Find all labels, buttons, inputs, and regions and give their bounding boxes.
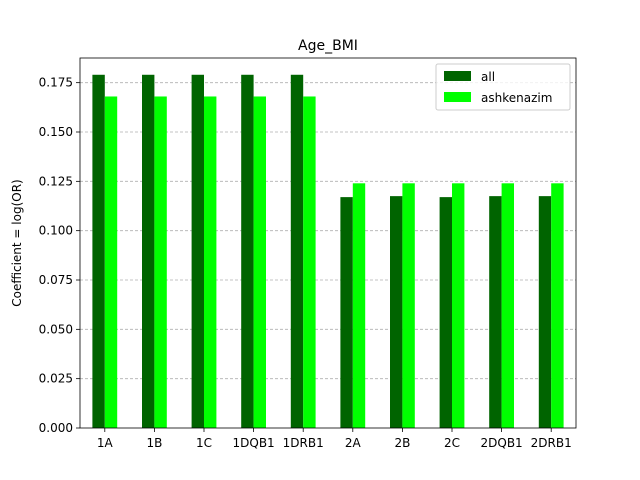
x-tick-label: 2DQB1 <box>481 436 523 450</box>
bar-all-1DRB1 <box>290 74 304 429</box>
axes-layer <box>79 57 577 429</box>
x-tick-label: 2DRB1 <box>531 436 572 450</box>
bar-ashkenazim-2DQB1 <box>501 183 514 428</box>
bar-all-2B <box>390 196 403 428</box>
ticks-layer: 0.000 0.025 0.050 0.075 0.100 0.125 0.150 0.175… <box>39 76 572 450</box>
bar-ashkenazim-2C <box>452 183 465 428</box>
y-tick-label: 0.075 <box>39 273 73 287</box>
legend-label-ashkenazim: ashkenazim <box>481 91 552 105</box>
y-tick-label: 0.100 <box>39 224 73 238</box>
y-tick-label: 0.150 <box>39 125 73 139</box>
bar-ashkenazim-2DRB1 <box>551 183 564 428</box>
y-tick-label: 0.125 <box>39 174 73 188</box>
y-tick-label: 0.000 <box>39 421 73 435</box>
bar-all-1A <box>92 74 105 429</box>
y-tick-label: 0.050 <box>39 322 73 336</box>
bar-all-1B <box>142 74 155 429</box>
bar-ashkenazim-1DQB1 <box>253 96 266 428</box>
bars-layer <box>92 74 564 429</box>
x-tick-label: 1DQB1 <box>233 436 275 450</box>
x-tick-label: 2B <box>394 436 410 450</box>
bar-ashkenazim-1C <box>204 96 217 428</box>
plot-frame <box>79 57 577 429</box>
x-tick-label: 1A <box>97 436 114 450</box>
bar-ashkenazim-1B <box>154 96 167 428</box>
bar-all-2DQB1 <box>489 196 502 428</box>
x-tick-label: 1B <box>146 436 162 450</box>
x-tick-label: 1C <box>196 436 212 450</box>
legend: all ashkenazim <box>435 63 571 111</box>
bar-all-1C <box>191 74 204 429</box>
y-tick-label: 0.175 <box>39 76 73 90</box>
x-tick-label: 1DRB1 <box>283 436 324 450</box>
bar-all-2C <box>439 197 452 428</box>
bar-all-2DRB1 <box>538 196 552 428</box>
y-tick-label: 0.025 <box>39 372 73 386</box>
bar-all-1DQB1 <box>241 74 254 429</box>
chart-title: Age_BMI <box>298 38 358 54</box>
legend-label-all: all <box>481 70 495 84</box>
bar-all-2A <box>340 197 353 428</box>
x-tick-label: 2C <box>444 436 460 450</box>
y-axis-label: Coefficient = log(OR) <box>10 179 24 306</box>
legend-swatch-ashkenazim <box>444 92 471 102</box>
x-tick-label: 2A <box>345 436 362 450</box>
legend-swatch-all <box>444 71 471 81</box>
bar-ashkenazim-2A <box>352 183 366 428</box>
bar-ashkenazim-2B <box>402 183 415 428</box>
bar-ashkenazim-1DRB1 <box>303 96 316 428</box>
bar-ashkenazim-1A <box>104 96 118 428</box>
